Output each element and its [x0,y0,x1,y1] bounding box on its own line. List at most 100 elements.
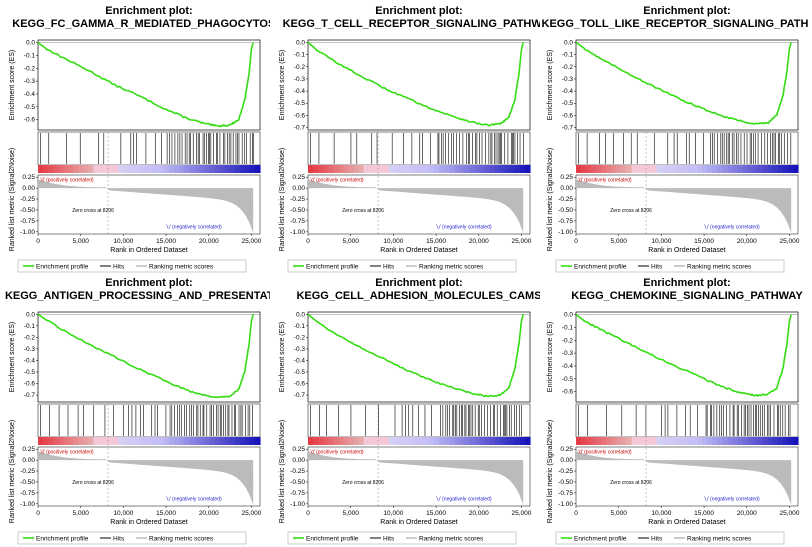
heatmap-segment [254,165,261,173]
heatmap-segment [419,437,425,445]
heatmap-segment [651,165,658,173]
heatmap-segment [348,165,355,173]
x-tick-label: 0 [574,238,578,245]
enrichment-plot-svg: Enrichment plot:KEGG_TOLL_LIKE_RECEPTOR_… [542,5,808,273]
heatmap-segment [68,437,74,445]
heatmap-segment [128,165,135,173]
es-axis-label: Enrichment score (ES) [9,50,16,120]
heatmap-segment [93,165,100,173]
legend-box [555,259,785,273]
heatmap-segment [692,437,698,445]
heatmap-segment [429,437,435,445]
es-tick-label: -0.2 [24,334,36,341]
heatmap-segment [742,165,749,173]
x-tick-label: 25,000 [242,510,262,517]
heatmap-segment [164,437,170,445]
heatmap-segment [328,437,334,445]
heatmap-segment [383,165,390,173]
x-tick-label: 10,000 [113,238,133,245]
heatmap-segment [333,437,339,445]
x-axis-label: Rank in Ordered Dataset [110,519,187,526]
plot-title-prefix: Enrichment plot: [375,5,462,17]
heatmap-segment [626,437,633,445]
heatmap-segment [591,165,597,173]
metric-tick-label: 0.00 [560,457,573,464]
heatmap-segment [383,437,390,445]
legend-label-hits: Hits [383,264,395,271]
es-curve [37,313,254,399]
plot-title: KEGG_CELL_ADHESION_MOLECULES_CAMS [296,290,540,302]
heatmap-segment [143,437,150,445]
es-tick-label: -0.2 [294,64,306,71]
metric-tick-label: -1.00 [20,229,35,236]
x-tick-label: 15,000 [156,510,176,517]
heatmap-segment [328,165,334,173]
legend-label-metric: Ranking metric scores [687,536,752,543]
heatmap-segment [444,165,450,173]
heatmap-segment [692,165,698,173]
heatmap-segment [484,437,491,445]
heatmap-segment [656,165,663,173]
heatmap-segment [93,437,100,445]
heatmap-segment [413,437,420,445]
es-tick-label: -0.4 [562,88,574,95]
metric-frame [307,446,531,507]
plot-title-prefix: Enrichment plot: [375,277,462,289]
metric-frame [575,446,799,507]
heatmap-segment [338,437,344,445]
heatmap-segment [38,437,44,445]
heatmap-segment [88,165,95,173]
heatmap-segment [403,165,410,173]
heatmap-segment [519,165,526,173]
heatmap-segment [591,437,597,445]
heatmap-segment [128,437,135,445]
legend-label-metric: Ranking metric scores [419,264,484,271]
heatmap-segment [199,437,206,445]
heatmap-segment [772,437,779,445]
metric-area [576,451,792,505]
heatmap-segment [636,165,643,173]
heatmap-segment [777,165,784,173]
heatmap-segment [53,437,59,445]
heatmap-segment [373,165,380,173]
es-frame [307,311,531,403]
heatmap-segment [717,437,723,445]
heatmap-segment [777,437,784,445]
metric-tick-label: 0.25 [560,174,573,181]
heatmap-segment [722,437,728,445]
es-frame [37,311,261,403]
x-tick-label: 0 [36,510,40,517]
heatmap-segment [154,165,160,173]
heatmap-segment [63,437,69,445]
heatmap-segment [234,165,241,173]
es-tick-label: -0.4 [24,357,36,364]
metric-frame [37,174,261,235]
heatmap-segment [118,437,125,445]
heatmap-segment [149,165,155,173]
legend-label-hits: Hits [651,536,663,543]
es-curve [37,41,254,128]
heatmap-segment [722,165,728,173]
heatmap-segment [353,165,360,173]
metric-tick-label: -0.50 [20,207,35,214]
es-tick-label: -0.7 [24,392,36,399]
heatmap-segment [621,165,628,173]
metric-tick-label: -1.00 [558,229,573,236]
heatmap-segment [43,437,49,445]
x-tick-label: 0 [306,238,310,245]
metric-tick-label: 0.00 [22,457,35,464]
heatmap-segment [586,437,592,445]
metric-area [38,451,254,505]
zero-cross-label: Zero cross at 8206 [72,208,114,214]
enrichment-plot-panel: Enrichment plot: KEGG_CHEMOKINE_SIGNALING… [542,274,812,547]
heatmap-segment [459,165,466,173]
heatmap-segment [727,165,734,173]
heatmap-segment [762,437,769,445]
es-tick-label: 0.0 [296,311,305,318]
heatmap-segment [454,437,460,445]
heatmap-segment [249,165,256,173]
es-curve [307,313,524,398]
metric-tick-label: -0.25 [290,468,305,475]
heatmap-segment [179,165,185,173]
zero-cross-label: Zero cross at 8206 [610,480,652,486]
